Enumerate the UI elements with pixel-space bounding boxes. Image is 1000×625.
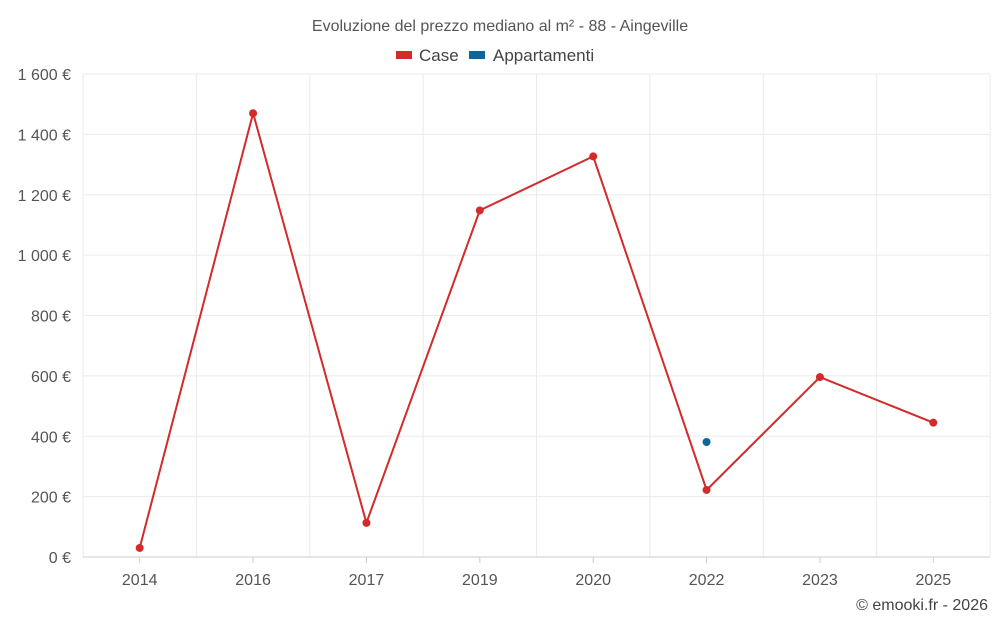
x-tick-label: 2025	[916, 572, 952, 589]
x-tick-label: 2017	[349, 572, 385, 589]
data-point-case[interactable]	[135, 543, 144, 552]
data-point-case[interactable]	[702, 485, 711, 494]
legend-label-appartamenti: Appartamenti	[493, 46, 594, 65]
data-point-appartamenti[interactable]	[702, 437, 711, 446]
grid	[82, 73, 991, 557]
axes	[83, 556, 990, 563]
y-tick-label: 1 200 €	[18, 188, 71, 205]
y-tick-label: 600 €	[31, 369, 71, 386]
chart-title: Evoluzione del prezzo mediano al m² - 88…	[312, 18, 688, 35]
legend-label-case: Case	[419, 46, 459, 65]
x-tick-label: 2023	[802, 572, 838, 589]
data-point-case[interactable]	[589, 152, 598, 161]
credit-text: © emooki.fr - 2026	[856, 597, 988, 614]
x-axis-ticks: 2014 2016 2017 2019 2020 2022 2023 2025	[122, 572, 951, 589]
series	[135, 109, 938, 552]
legend-item-appartamenti[interactable]: Appartamenti	[469, 46, 594, 65]
y-axis-ticks: 0 € 200 € 400 € 600 € 800 € 1 000 € 1 200 € 1 4…	[18, 67, 71, 567]
y-tick-label: 200 €	[31, 490, 71, 507]
y-tick-label: 1 000 €	[18, 248, 71, 265]
legend: Case Appartamenti	[396, 46, 594, 65]
x-tick-label: 2020	[575, 572, 611, 589]
y-tick-label: 800 €	[31, 309, 71, 326]
legend-swatch-case	[396, 51, 412, 59]
data-point-case[interactable]	[249, 109, 258, 118]
data-point-case[interactable]	[475, 206, 484, 215]
series-line-case	[138, 109, 934, 549]
x-tick-label: 2019	[462, 572, 498, 589]
data-point-case[interactable]	[815, 373, 824, 382]
y-tick-label: 1 400 €	[18, 127, 71, 144]
data-point-case[interactable]	[362, 518, 371, 527]
y-tick-label: 400 €	[31, 429, 71, 446]
x-tick-label: 2014	[122, 572, 158, 589]
x-tick-label: 2016	[235, 572, 271, 589]
data-point-case[interactable]	[929, 418, 938, 427]
y-tick-label: 1 600 €	[18, 67, 71, 84]
legend-item-case[interactable]: Case	[396, 46, 459, 65]
y-tick-label: 0 €	[49, 550, 71, 567]
x-tick-label: 2022	[689, 572, 725, 589]
legend-swatch-appartamenti	[469, 51, 485, 59]
